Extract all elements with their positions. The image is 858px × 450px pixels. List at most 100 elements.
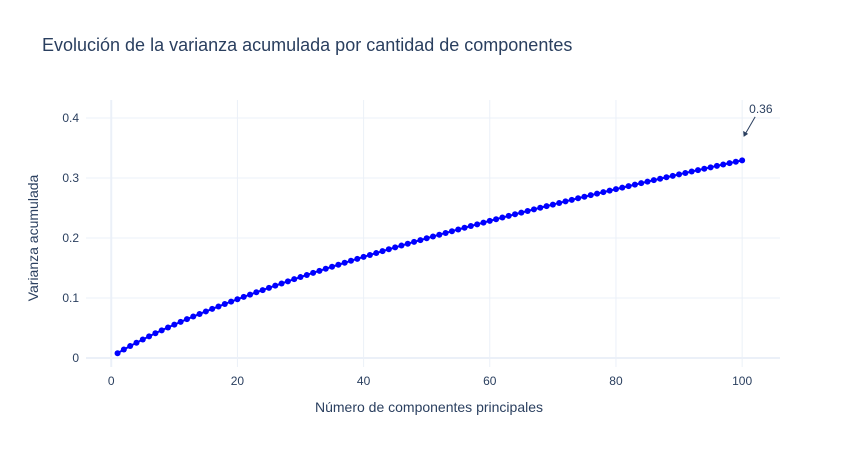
data-point <box>190 313 197 320</box>
data-point <box>436 231 443 238</box>
data-point <box>366 251 373 258</box>
data-point <box>158 327 165 334</box>
data-point <box>594 190 601 197</box>
data-point <box>146 333 153 340</box>
data-point <box>701 165 708 172</box>
data-point <box>329 263 336 270</box>
data-point <box>196 310 203 317</box>
y-tick-label: 0.4 <box>62 111 79 125</box>
data-point <box>581 193 588 200</box>
data-point <box>120 346 127 353</box>
data-point <box>732 158 739 165</box>
data-point <box>310 269 317 276</box>
y-tick-label: 0.3 <box>62 171 79 185</box>
x-axis-title: Número de componentes principales <box>315 399 543 415</box>
data-point <box>657 175 664 182</box>
x-tick-label: 40 <box>357 374 371 388</box>
data-point <box>417 237 424 244</box>
chart-title: Evolución de la varianza acumulada por c… <box>42 35 572 55</box>
data-point <box>335 261 342 268</box>
data-point <box>322 265 329 272</box>
annotation-label: 0.36 <box>749 102 773 116</box>
data-point <box>455 226 462 233</box>
data-point <box>549 201 556 208</box>
series-line <box>117 159 743 355</box>
annotations: 0.36 <box>743 102 773 137</box>
data-point <box>139 336 146 343</box>
data-point <box>600 189 607 196</box>
data-point <box>669 172 676 179</box>
data-point <box>568 196 575 203</box>
data-point <box>284 278 291 285</box>
data-point <box>562 198 569 205</box>
data-point <box>265 284 272 291</box>
data-point <box>272 282 279 289</box>
data-point <box>316 267 323 274</box>
data-point <box>341 259 348 266</box>
data-point <box>253 289 260 296</box>
data-point <box>442 229 449 236</box>
y-axis-title: Varianza acumulada <box>25 174 41 301</box>
data-point <box>430 233 436 240</box>
data-point <box>165 324 172 331</box>
data-point <box>228 298 235 305</box>
data-point <box>493 216 500 223</box>
data-point <box>347 257 354 264</box>
data-point <box>467 223 474 229</box>
data-point <box>530 206 537 213</box>
data-point <box>259 287 266 294</box>
data-point <box>303 271 310 278</box>
data-point <box>480 219 487 226</box>
data-point <box>682 169 689 176</box>
x-tick-label: 100 <box>732 374 752 388</box>
data-point <box>676 171 683 178</box>
data-point <box>297 274 304 281</box>
data-point <box>606 187 613 194</box>
data-point <box>423 235 430 242</box>
data-point <box>650 177 657 184</box>
data-series <box>114 157 746 357</box>
data-point <box>537 204 544 211</box>
data-point <box>631 181 638 188</box>
data-point <box>247 291 254 298</box>
y-tick-label: 0 <box>72 351 79 365</box>
data-point <box>486 217 493 224</box>
data-point <box>221 301 228 307</box>
data-point <box>713 162 720 169</box>
data-point <box>202 308 209 315</box>
data-point <box>240 293 247 300</box>
data-point <box>385 246 392 253</box>
data-point <box>461 224 468 231</box>
x-tick-label: 80 <box>609 374 623 388</box>
data-point <box>404 240 411 247</box>
data-point <box>411 238 418 245</box>
data-point <box>278 280 285 287</box>
data-point <box>524 208 531 214</box>
x-tick-label: 60 <box>483 374 497 388</box>
data-point <box>448 228 455 235</box>
data-point <box>694 167 701 174</box>
data-point <box>644 178 651 185</box>
annotation-arrowhead <box>743 130 749 137</box>
x-tick-label: 0 <box>108 374 115 388</box>
data-point <box>392 244 399 251</box>
data-point <box>556 199 563 206</box>
data-point <box>575 195 582 202</box>
data-point <box>373 250 380 257</box>
data-point <box>499 214 506 221</box>
data-point <box>688 168 695 175</box>
data-point <box>612 186 619 193</box>
data-point <box>177 318 184 325</box>
data-point <box>505 212 512 219</box>
data-point <box>398 242 405 249</box>
data-point <box>171 321 178 328</box>
tick-labels: 0 20 40 60 80 100 0 0.1 0.2 0.3 0.4 <box>62 111 752 388</box>
data-point <box>543 203 550 210</box>
data-point <box>234 296 241 303</box>
data-point <box>625 183 632 190</box>
data-point <box>512 211 519 218</box>
y-tick-label: 0.2 <box>62 231 79 245</box>
data-point <box>720 161 727 168</box>
data-point <box>663 174 670 181</box>
